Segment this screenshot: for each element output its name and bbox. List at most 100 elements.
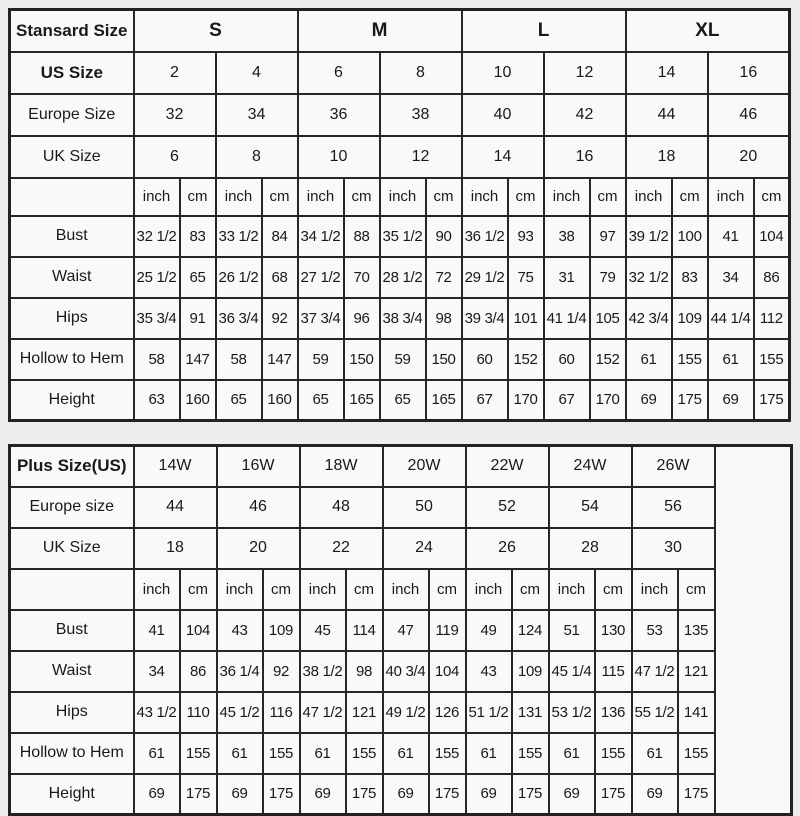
measurement-cell: 67	[460, 378, 509, 422]
table-row: Bust 41 104 43 109 45 114 47 119 49 124 …	[8, 608, 792, 652]
size-value-cell: 36	[296, 92, 381, 137]
measurement-cell: 170	[588, 378, 627, 422]
measurement-cell: 27 1/2	[296, 255, 345, 299]
measurement-cell: 114	[344, 608, 384, 652]
measurement-cell: 97	[588, 214, 627, 258]
size-value-cell: 6	[296, 50, 381, 95]
measurement-cell: 49 1/2	[381, 690, 430, 734]
table-row: inch cm inch cm inch cm inch cm inch cm …	[8, 176, 791, 217]
measurement-cell: 39 1/2	[624, 214, 673, 258]
measurement-cell: 152	[506, 337, 545, 381]
measurement-cell: 90	[424, 214, 463, 258]
measurement-cell: 109	[261, 608, 301, 652]
table-row: Plus Size(US) 14W 16W 18W 20W 22W 24W 26…	[8, 444, 793, 816]
measurement-cell: 60	[542, 337, 591, 381]
measurement-cell: 91	[178, 296, 217, 340]
size-value-cell: 40	[460, 92, 545, 137]
unit-header-cell: inch	[215, 567, 264, 611]
size-value-cell: 48	[298, 485, 384, 529]
measurement-cell: 170	[506, 378, 545, 422]
size-value-cell: 16	[706, 50, 791, 95]
measurement-cell: 61	[624, 337, 673, 381]
size-value-cell: 8	[214, 134, 299, 179]
row-label: Waist	[8, 649, 135, 693]
table-row: Europe Size 32 34 36 38 40 42 44 46	[8, 92, 791, 137]
size-value-cell: 12	[378, 134, 463, 179]
size-value-cell: 12	[542, 50, 627, 95]
size-group-header: S	[132, 8, 299, 53]
unit-header-cell: inch	[624, 176, 673, 217]
measurement-cell: 34	[706, 255, 755, 299]
unit-header-cell: cm	[342, 176, 381, 217]
table-row: Bust 32 1/2 83 33 1/2 84 34 1/2 88 35 1/…	[8, 214, 791, 258]
unit-header-cell: inch	[542, 176, 591, 217]
row-label: Europe Size	[8, 92, 135, 137]
size-value-cell: 56	[630, 485, 716, 529]
measurement-cell: 69	[624, 378, 673, 422]
measurement-cell: 43 1/2	[132, 690, 181, 734]
size-value-cell: 46	[215, 485, 301, 529]
measurement-cell: 35 1/2	[378, 214, 427, 258]
measurement-cell: 175	[344, 772, 384, 816]
measurement-cell: 84	[260, 214, 299, 258]
measurement-cell: 131	[510, 690, 550, 734]
size-value-cell: 46	[706, 92, 791, 137]
measurement-cell: 70	[342, 255, 381, 299]
measurement-cell: 92	[261, 649, 301, 693]
measurement-cell: 150	[342, 337, 381, 381]
measurement-cell: 69	[464, 772, 513, 816]
measurement-cell: 155	[676, 731, 716, 775]
size-value-cell: 24W	[547, 444, 633, 488]
row-label: Hollow to Hem	[8, 337, 135, 381]
measurement-cell: 37 3/4	[296, 296, 345, 340]
measurement-cell: 147	[178, 337, 217, 381]
measurement-cell: 160	[178, 378, 217, 422]
measurement-cell: 47 1/2	[630, 649, 679, 693]
size-value-cell: 14	[460, 134, 545, 179]
unit-header-cell: inch	[214, 176, 263, 217]
measurement-cell: 32 1/2	[132, 214, 181, 258]
measurement-cell: 155	[670, 337, 709, 381]
size-value-cell: 26W	[630, 444, 716, 488]
measurement-cell: 115	[593, 649, 633, 693]
unit-header-cell: cm	[344, 567, 384, 611]
unit-header-cell: cm	[506, 176, 545, 217]
size-value-cell: 8	[378, 50, 463, 95]
size-value-cell: 24	[381, 526, 467, 570]
measurement-cell: 105	[588, 296, 627, 340]
measurement-cell: 83	[178, 214, 217, 258]
measurement-cell: 175	[670, 378, 709, 422]
measurement-cell: 110	[178, 690, 218, 734]
size-value-cell: 50	[381, 485, 467, 529]
size-value-cell: 4	[214, 50, 299, 95]
row-label: Europe size	[8, 485, 135, 529]
measurement-cell: 121	[344, 690, 384, 734]
measurement-cell: 49	[464, 608, 513, 652]
measurement-cell: 155	[752, 337, 791, 381]
size-value-cell: 42	[542, 92, 627, 137]
measurement-cell: 44 1/4	[706, 296, 755, 340]
measurement-cell: 69	[547, 772, 596, 816]
row-label: Bust	[8, 214, 135, 258]
measurement-cell: 38 1/2	[298, 649, 347, 693]
table-row: Hips 35 3/4 91 36 3/4 92 37 3/4 96 38 3/…	[8, 296, 791, 340]
row-label: Height	[8, 378, 135, 422]
measurement-cell: 119	[427, 608, 467, 652]
measurement-cell: 65	[296, 378, 345, 422]
size-value-cell: 44	[132, 485, 218, 529]
size-group-header: L	[460, 8, 627, 53]
table-row: Waist 25 1/2 65 26 1/2 68 27 1/2 70 28 1…	[8, 255, 791, 299]
size-value-cell: 2	[132, 50, 217, 95]
table-row: US Size 2 4 6 8 10 12 14 16	[8, 50, 791, 95]
measurement-cell: 109	[670, 296, 709, 340]
measurement-cell: 42 3/4	[624, 296, 673, 340]
measurement-cell: 53	[630, 608, 679, 652]
table-row: Height 69 175 69 175 69 175 69 175 69 17…	[8, 772, 792, 816]
measurement-cell: 35 3/4	[132, 296, 181, 340]
measurement-cell: 61	[706, 337, 755, 381]
measurement-cell: 88	[342, 214, 381, 258]
measurement-cell: 152	[588, 337, 627, 381]
measurement-cell: 124	[510, 608, 550, 652]
size-value-cell: 10	[460, 50, 545, 95]
